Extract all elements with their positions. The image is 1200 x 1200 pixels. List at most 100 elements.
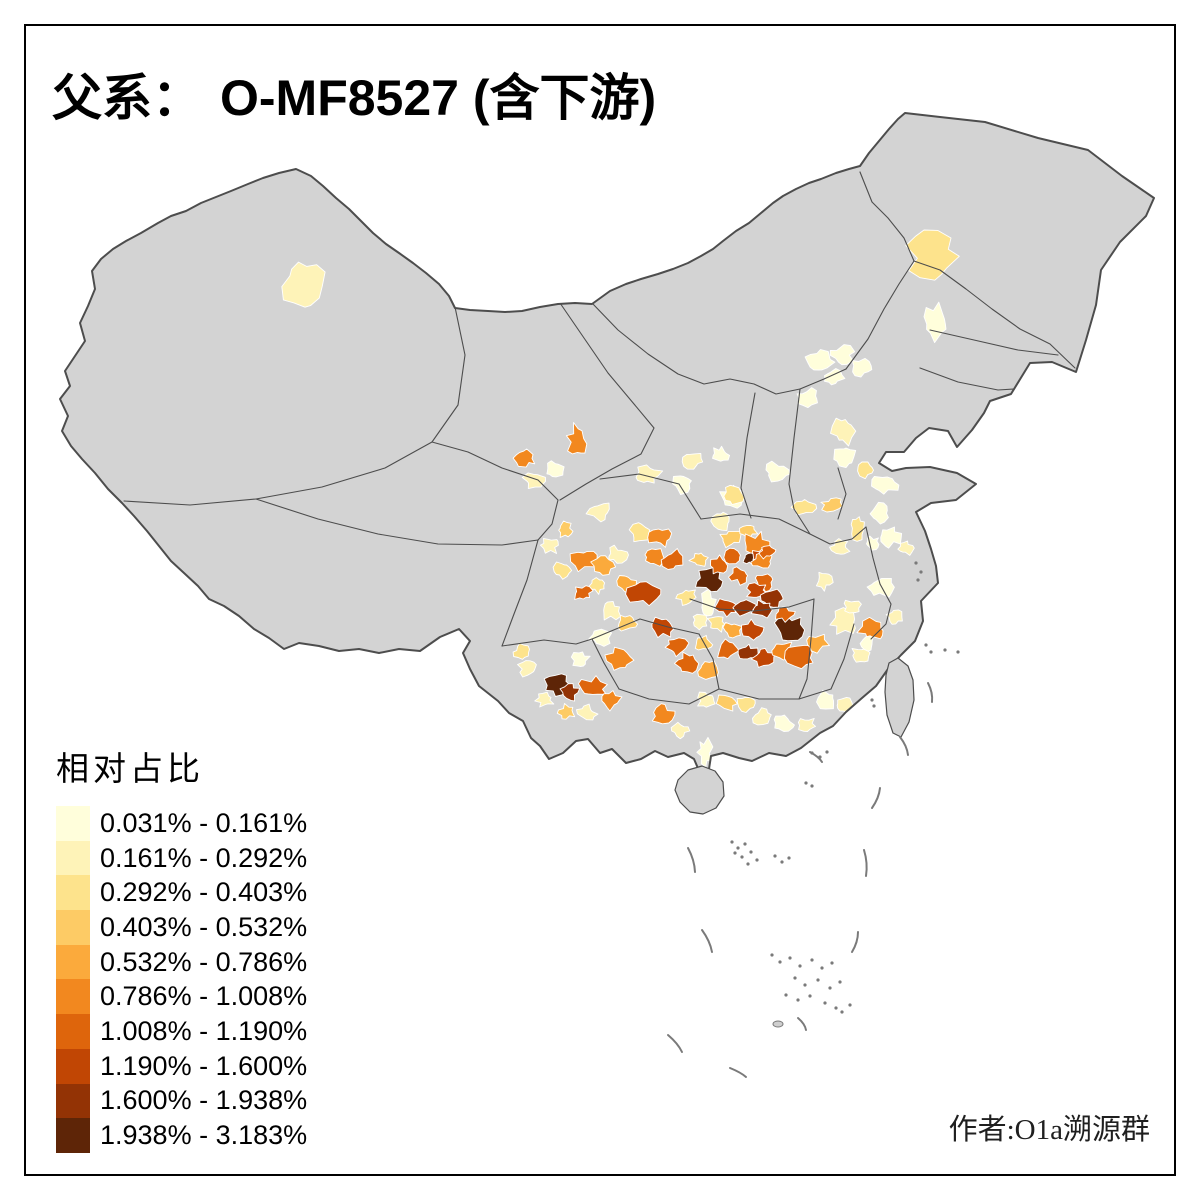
map-title: 父系： O-MF8527 (含下游) <box>52 58 656 130</box>
prefecture-region <box>672 475 692 496</box>
prefecture-region <box>281 261 326 308</box>
prefecture-region <box>737 643 759 660</box>
prefecture-region <box>790 499 818 516</box>
legend-swatch <box>56 944 90 980</box>
legend-item: 1.008% - 1.190% <box>56 1014 307 1049</box>
legend-items: 0.031% - 0.161% 0.161% - 0.292% 0.292% - 0… <box>56 806 307 1153</box>
mainland-landmass <box>60 113 1154 773</box>
prefecture-region <box>565 422 588 455</box>
prefecture-region <box>604 646 635 671</box>
province-borders <box>123 171 1076 705</box>
prefecture-region <box>869 501 889 525</box>
prefecture-region <box>628 522 651 543</box>
prefecture-region <box>750 647 776 668</box>
legend-item: 1.190% - 1.600% <box>56 1048 308 1084</box>
prefecture-region <box>866 535 880 551</box>
prefecture-region <box>857 461 874 480</box>
prefecture-region <box>880 526 903 549</box>
legend-label: 0.161% - 0.292% <box>100 842 308 873</box>
prefecture-region <box>741 618 765 641</box>
prefecture-region <box>732 599 757 617</box>
prefecture-region <box>728 566 749 586</box>
prefecture-region <box>746 582 768 598</box>
prefecture-region <box>723 547 741 565</box>
prefecture-region <box>688 552 709 567</box>
legend-swatch <box>56 1048 90 1084</box>
prefecture-region <box>722 621 743 639</box>
legend-label: 1.600% - 1.938% <box>100 1085 308 1116</box>
legend-swatch <box>56 1014 90 1049</box>
prefecture-region <box>552 561 573 580</box>
prefecture-region <box>723 484 745 506</box>
south-china-sea-islets <box>730 561 960 1028</box>
prefecture-region <box>796 387 818 409</box>
legend-label: 0.403% - 0.532% <box>100 911 308 942</box>
legend-swatch <box>56 875 90 911</box>
legend: 相对占比 0.031% - 0.161% 0.161% - 0.292% 0.292… <box>56 742 307 1153</box>
legend-label: 1.938% - 3.183% <box>100 1120 308 1151</box>
legend-label: 1.008% - 1.190% <box>100 1015 308 1046</box>
legend-label: 0.786% - 1.008% <box>100 981 308 1012</box>
prefecture-region <box>701 588 717 617</box>
prefecture-region <box>815 571 834 592</box>
country-outline <box>59 112 1155 774</box>
legend-item: 0.786% - 1.008% <box>56 979 308 1015</box>
prefecture-region <box>823 368 846 386</box>
legend-swatch <box>56 910 90 945</box>
prefecture-region <box>603 601 622 621</box>
prefecture-region <box>556 703 576 720</box>
prefecture-region <box>797 717 817 732</box>
prefecture-region <box>590 555 617 576</box>
prefecture-region <box>773 714 795 732</box>
prefecture-region <box>717 638 740 660</box>
prefecture-region <box>833 447 857 469</box>
prefecture-region <box>775 606 796 623</box>
prefecture-region <box>585 502 610 523</box>
prefecture-region <box>804 349 836 371</box>
legend-item: 0.292% - 0.403% <box>56 875 307 911</box>
prefecture-region <box>681 452 704 470</box>
prefecture-region <box>651 703 676 725</box>
prefecture-region <box>736 696 756 713</box>
prefecture-region <box>715 694 738 712</box>
prefecture-region <box>696 736 714 768</box>
prefecture-regions <box>281 229 960 768</box>
prefecture-region <box>647 528 673 548</box>
prefecture-region <box>830 417 857 447</box>
prefecture-region <box>758 545 777 560</box>
prefecture-region <box>710 554 729 575</box>
prefecture-region <box>512 642 530 660</box>
prefecture-region <box>664 637 690 658</box>
prefecture-region <box>625 581 662 607</box>
prefecture-region <box>773 615 806 642</box>
map-title-haplogroup: O-MF8527 (含下游) <box>220 70 657 126</box>
prefecture-region <box>617 614 639 632</box>
prefecture-region <box>754 573 774 593</box>
legend-item: 1.600% - 1.938% <box>56 1083 308 1119</box>
prefecture-region <box>816 689 835 710</box>
prefecture-region <box>574 585 594 600</box>
prefecture-region <box>660 548 684 570</box>
prefecture-region <box>569 550 599 573</box>
legend-swatch <box>56 979 90 1015</box>
prefecture-region <box>897 540 915 556</box>
prefecture-region <box>675 589 697 606</box>
prefecture-region <box>850 516 865 542</box>
prefecture-region <box>670 721 691 740</box>
prefecture-region <box>752 707 772 726</box>
prefecture-region <box>517 660 537 678</box>
prefecture-region <box>534 691 555 708</box>
prefecture-region <box>570 651 591 667</box>
legend-swatch <box>56 1118 90 1153</box>
legend-label: 1.190% - 1.600% <box>100 1050 308 1081</box>
prefecture-region <box>651 616 675 639</box>
legend-item: 1.938% - 3.183% <box>56 1118 307 1153</box>
legend-swatch <box>56 840 90 876</box>
legend-swatch <box>56 1083 90 1119</box>
prefecture-region <box>558 520 574 538</box>
legend-swatch <box>56 806 90 841</box>
legend-item: 0.532% - 0.786% <box>56 944 307 980</box>
hainan-island <box>674 765 725 815</box>
prefecture-region <box>851 357 873 378</box>
